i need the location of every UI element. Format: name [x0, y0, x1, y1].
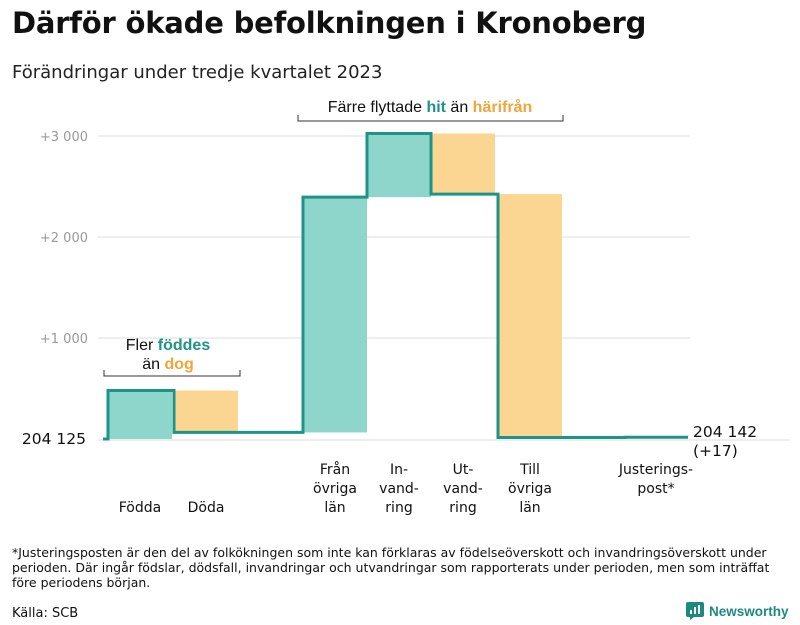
source-label: Källa: SCB — [12, 606, 79, 621]
category-label-2-0: Från — [320, 461, 350, 478]
category-label-0-0: Födda — [119, 500, 161, 516]
category-label-2-2: län — [324, 500, 345, 516]
bar-1 — [174, 390, 238, 433]
category-label-4-0: Ut- — [453, 462, 474, 478]
births-annotation-bold1: föddes — [158, 337, 211, 354]
category-label-1-0: Döda — [188, 500, 225, 516]
category-label-4-2: ring — [449, 500, 476, 516]
y-tick-label-0: +3 000 — [40, 130, 88, 145]
bars — [108, 133, 687, 439]
chart-title: Därför ökade befolkningen i Kronoberg — [12, 6, 647, 40]
brand-logo: Newsworthy — [686, 602, 789, 620]
end-labels: 204 142(+17) — [693, 423, 757, 460]
baseline-label: 204 125 — [22, 430, 86, 448]
migration-bold2: härifrån — [473, 98, 533, 116]
annotations: Fler föddes än dog Färre flyttade hit än h… — [103, 98, 564, 377]
births-bracket — [103, 370, 241, 377]
category-label-5-0: Till — [519, 462, 540, 478]
chart-subtitle: Förändringar under tredje kvartalet 2023 — [12, 62, 383, 83]
births-annotation-text1: Fler — [126, 337, 158, 354]
category-label-6-1: post* — [637, 481, 674, 497]
migration-annotation: Färre flyttade hit än härifrån — [328, 98, 533, 116]
end-value-label: 204 142 — [693, 423, 757, 441]
bar-2 — [303, 197, 367, 433]
category-label-5-2: län — [519, 500, 540, 516]
migration-text2: än — [446, 99, 473, 116]
bar-4 — [431, 133, 495, 195]
category-label-4-1: vand- — [443, 481, 483, 497]
category-label-5-1: övriga — [508, 481, 552, 497]
category-label-3-1: vand- — [379, 481, 419, 497]
waterfall-chart: +3 000 +2 000 +1 000 204 125 Födda Döda Från ö… — [22, 98, 790, 516]
newsworthy-logo-icon — [686, 602, 704, 620]
bar-3 — [367, 133, 431, 198]
births-annotation-bold2: dog — [164, 356, 193, 373]
brand-name: Newsworthy — [709, 603, 789, 619]
migration-bold1: hit — [426, 99, 446, 116]
category-label-2-1: övriga — [313, 481, 357, 497]
footnote: *Justeringsposten är den del av folkökni… — [12, 545, 770, 590]
end-change-label: (+17) — [693, 442, 738, 460]
migration-bracket — [297, 115, 564, 122]
y-axis-ticks: +3 000 +2 000 +1 000 204 125 — [22, 130, 88, 448]
cumulative-step-line — [103, 131, 688, 441]
category-label-3-2: ring — [385, 500, 412, 516]
category-labels: Födda Döda Från övriga län In-vand-ring Ut-van… — [119, 461, 693, 516]
births-annotation-text2: än — [142, 356, 164, 373]
step-line — [103, 131, 688, 441]
births-annotation-line2: än dog — [142, 356, 194, 373]
y-tick-label-1: +2 000 — [40, 231, 88, 246]
bar-0 — [108, 390, 172, 439]
category-label-6-0: Justerings- — [618, 462, 693, 478]
births-annotation-line1: Fler föddes — [126, 337, 211, 354]
y-tick-label-2: +1 000 — [40, 332, 88, 347]
category-label-3-0: In- — [390, 462, 408, 478]
bar-5 — [498, 194, 562, 438]
migration-text1: Färre flyttade — [328, 99, 427, 116]
